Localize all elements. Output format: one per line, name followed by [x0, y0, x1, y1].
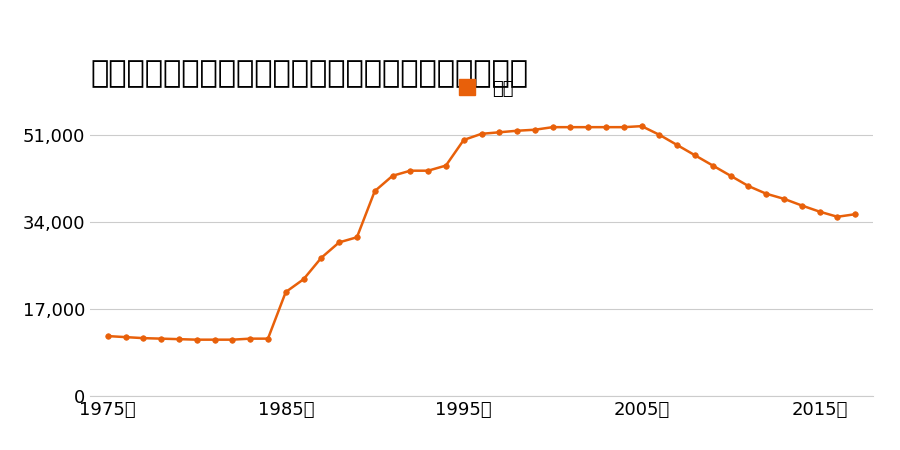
Legend: 価格: 価格 [442, 72, 521, 105]
Text: 佐賀県鳥栖市藤木町字横小路２３０１番５の地価推移: 佐賀県鳥栖市藤木町字横小路２３０１番５の地価推移 [90, 59, 528, 88]
